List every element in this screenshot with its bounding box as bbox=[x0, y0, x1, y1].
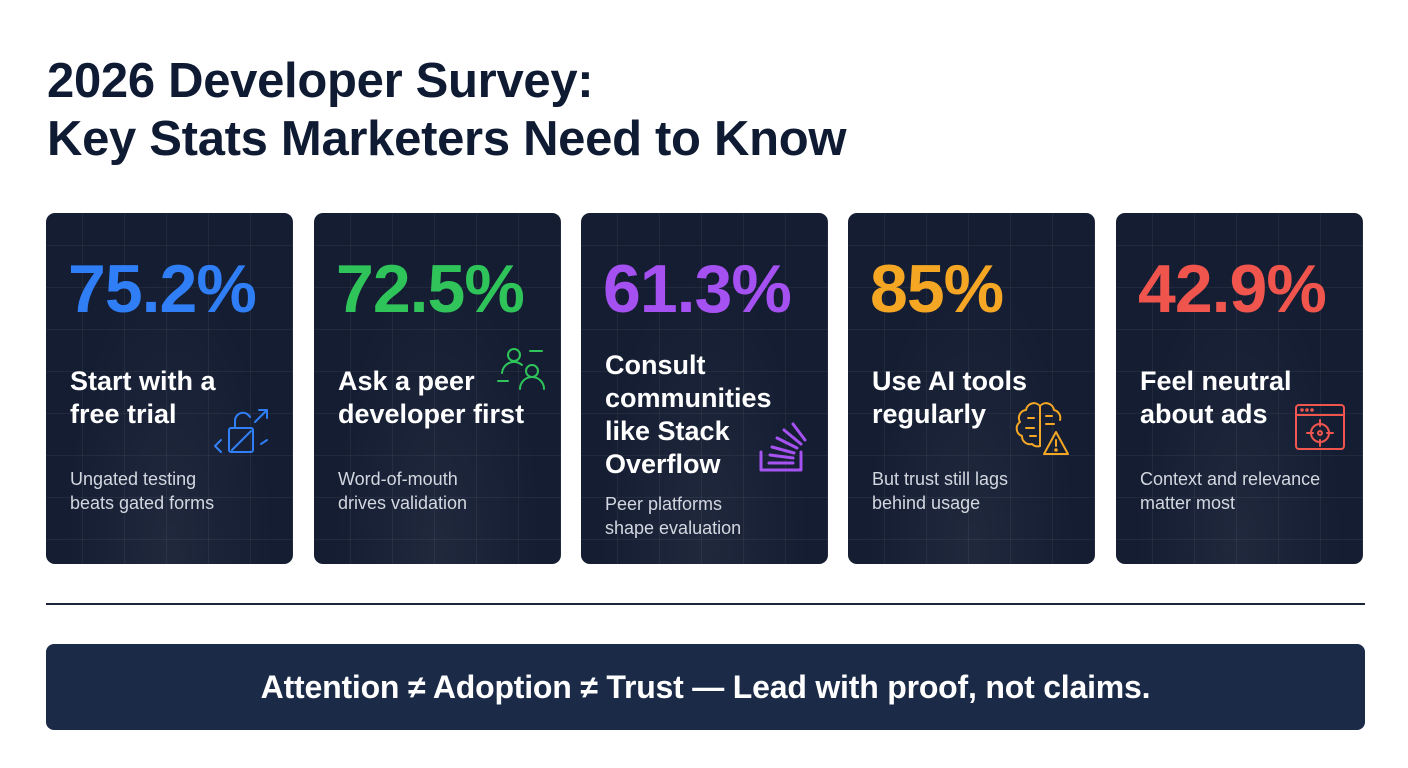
subtext-line: matter most bbox=[1140, 493, 1236, 513]
stat-subtext: Ungated testing beats gated forms bbox=[70, 467, 214, 515]
stat-cards: 75.2% Start with a free trial Ungated te… bbox=[46, 213, 1364, 564]
stat-headline: Feel neutral about ads bbox=[1140, 365, 1292, 431]
subtext-line: Peer platforms bbox=[605, 494, 723, 514]
subtext-line: Context and relevance bbox=[1140, 469, 1321, 489]
stat-card-ai-tools: 85% Use AI tools regularly But trus bbox=[848, 213, 1095, 564]
takeaway-text: Attention ≠ Adoption ≠ Trust — Lead with… bbox=[260, 668, 1151, 705]
stat-headline: Consult communities like Stack Overflow bbox=[605, 349, 772, 481]
headline-line: Ask a peer bbox=[338, 366, 475, 396]
divider bbox=[46, 603, 1365, 605]
browser-target-icon bbox=[1290, 399, 1352, 461]
page-title: 2026 Developer Survey: Key Stats Markete… bbox=[47, 52, 846, 168]
headline-line: developer first bbox=[338, 399, 525, 429]
headline-line: Feel neutral bbox=[1140, 366, 1292, 396]
stat-value: 72.5% bbox=[336, 251, 525, 327]
stat-subtext: But trust still lags behind usage bbox=[872, 467, 1008, 515]
brain-warning-icon bbox=[1012, 398, 1074, 460]
stat-headline: Ask a peer developer first bbox=[338, 365, 524, 431]
headline-line: Use AI tools bbox=[872, 366, 1028, 396]
headline-line: about ads bbox=[1140, 399, 1268, 429]
stat-card-free-trial: 75.2% Start with a free trial Ungated te… bbox=[46, 213, 293, 564]
headline-line: Consult bbox=[605, 350, 706, 380]
stat-value: 75.2% bbox=[68, 251, 257, 327]
stack-overflow-icon bbox=[753, 418, 815, 480]
headline-line: free trial bbox=[70, 399, 177, 429]
subtext-line: But trust still lags bbox=[872, 469, 1009, 489]
stat-value: 42.9% bbox=[1138, 251, 1327, 327]
stat-subtext: Peer platforms shape evaluation bbox=[605, 492, 741, 540]
subtext-line: shape evaluation bbox=[605, 518, 742, 538]
headline-line: regularly bbox=[872, 399, 987, 429]
title-line-2: Key Stats Marketers Need to Know bbox=[47, 112, 847, 166]
stat-card-peer-developer: 72.5% Ask a peer developer first Word-of… bbox=[314, 213, 561, 564]
subtext-line: Word-of-mouth bbox=[338, 469, 458, 489]
stat-subtext: Context and relevance matter most bbox=[1140, 467, 1320, 515]
stat-value: 61.3% bbox=[603, 251, 792, 327]
headline-line: Start with a bbox=[70, 366, 216, 396]
stat-value: 85% bbox=[870, 251, 1004, 327]
stat-subtext: Word-of-mouth drives validation bbox=[338, 467, 467, 515]
stat-headline: Use AI tools regularly bbox=[872, 365, 1027, 431]
stat-card-communities: 61.3% Consult communities like Stack Ove… bbox=[581, 213, 828, 564]
unlocked-padlock-icon bbox=[211, 400, 273, 462]
takeaway-banner: Attention ≠ Adoption ≠ Trust — Lead with… bbox=[46, 644, 1365, 730]
headline-line: communities bbox=[605, 383, 772, 413]
title-line-1: 2026 Developer Survey: bbox=[47, 54, 594, 108]
headline-line: like Stack bbox=[605, 416, 730, 446]
subtext-line: Ungated testing bbox=[70, 469, 197, 489]
subtext-line: drives validation bbox=[338, 493, 468, 513]
subtext-line: beats gated forms bbox=[70, 493, 215, 513]
headline-line: Overflow bbox=[605, 449, 721, 479]
stat-card-ads: 42.9% Feel neutral about ads Contex bbox=[1116, 213, 1363, 564]
stat-headline: Start with a free trial bbox=[70, 365, 216, 431]
people-icon bbox=[494, 341, 556, 403]
subtext-line: behind usage bbox=[872, 493, 981, 513]
